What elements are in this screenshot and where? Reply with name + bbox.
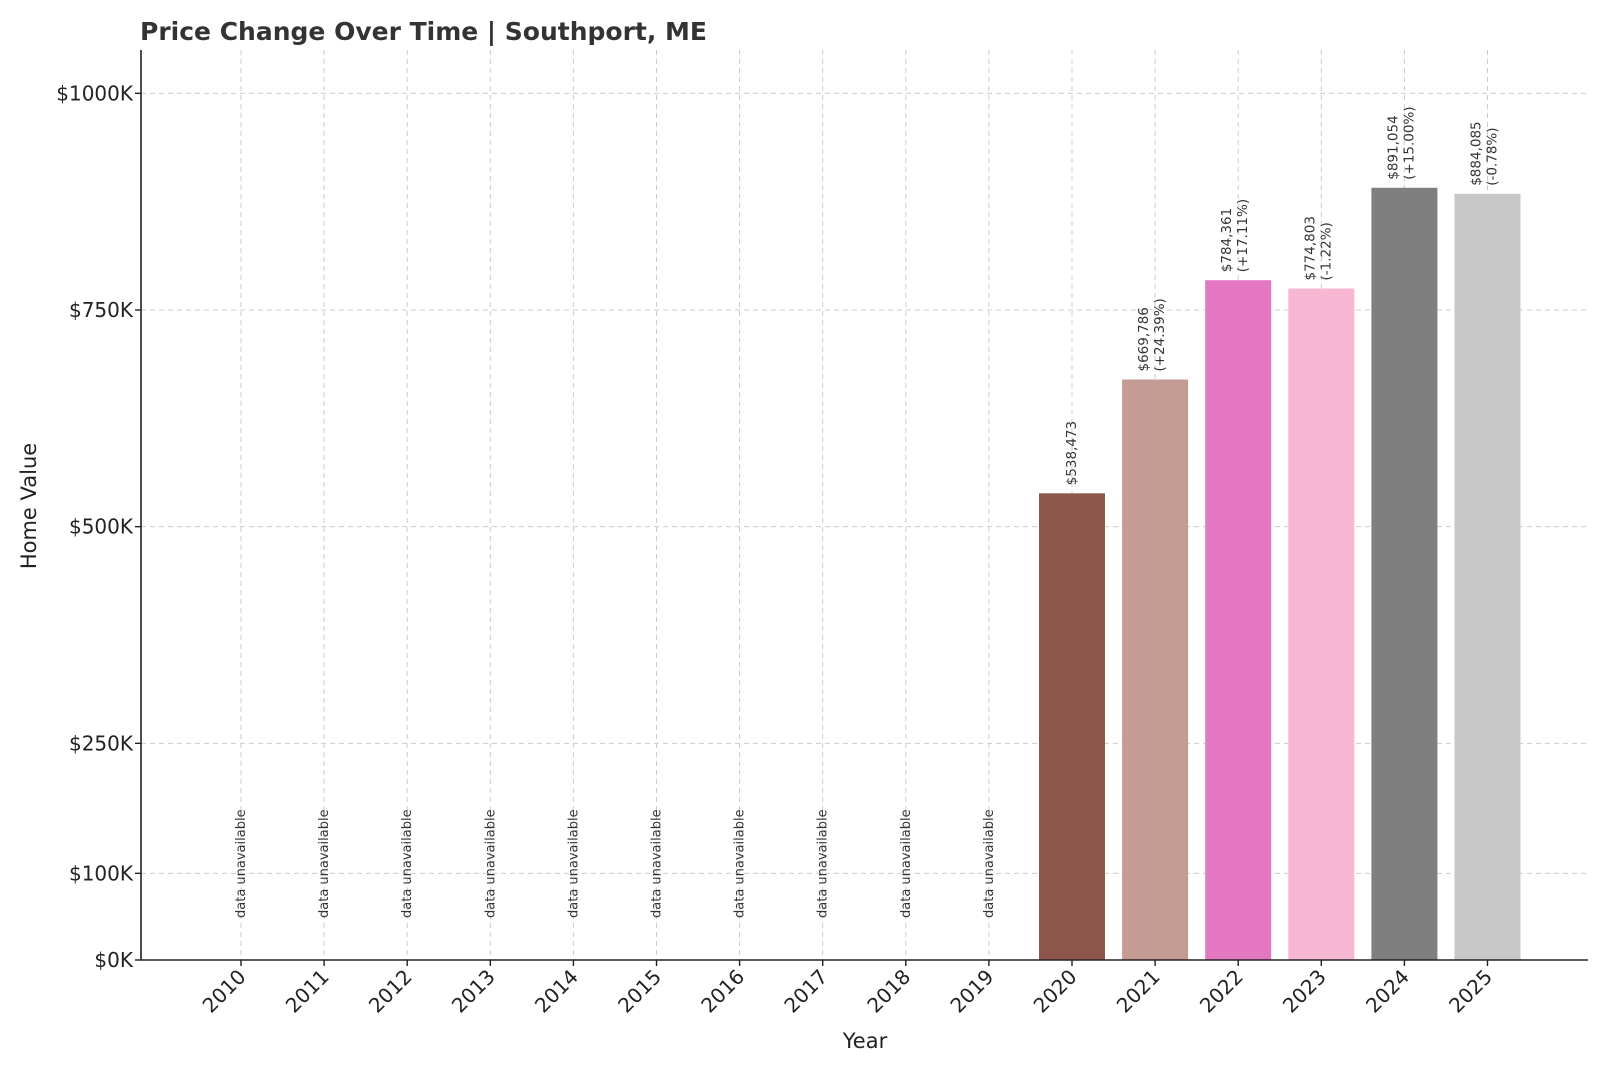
bar-change-label: (+17.11%) <box>1235 199 1251 272</box>
y-tick-label: $250K <box>69 731 134 755</box>
x-tick-label: 2025 <box>1444 965 1497 1018</box>
y-tick-label: $0K <box>94 948 133 972</box>
x-tick-label: 2015 <box>613 965 666 1018</box>
y-axis-label: Home Value <box>17 443 41 569</box>
axes-layer <box>135 50 1588 966</box>
data-unavailable-label: data unavailable <box>650 809 665 918</box>
x-tick-label: 2011 <box>281 965 334 1018</box>
x-tick-label: 2016 <box>696 965 749 1018</box>
data-unavailable-label: data unavailable <box>317 809 332 918</box>
bar-change-label: (-0.78%) <box>1485 127 1501 185</box>
data-unavailable-label: data unavailable <box>234 809 249 918</box>
bar-change-label: (-1.22%) <box>1318 222 1334 280</box>
x-tick-label: 2014 <box>530 965 583 1018</box>
grid-layer <box>141 50 1588 960</box>
x-tick-label: 2022 <box>1195 965 1248 1018</box>
x-tick-label: 2021 <box>1112 965 1165 1018</box>
y-tick-label: $750K <box>69 298 134 322</box>
x-tick-label: 2018 <box>862 965 915 1018</box>
bar-change-label: (+24.39%) <box>1152 298 1168 371</box>
bar-2022 <box>1205 280 1272 960</box>
bar-value-label: $884,085 <box>1469 121 1485 185</box>
x-tick-label: 2010 <box>198 965 251 1018</box>
bars-layer <box>1039 187 1521 961</box>
bar-2023 <box>1288 288 1355 961</box>
data-unavailable-label: data unavailable <box>899 809 914 918</box>
bar-2025 <box>1454 193 1521 961</box>
x-tick-label: 2017 <box>779 965 832 1018</box>
data-unavailable-label: data unavailable <box>566 809 581 918</box>
bar-2020 <box>1039 493 1105 960</box>
x-tick-label: 2023 <box>1278 965 1331 1018</box>
data-unavailable-label: data unavailable <box>733 809 748 918</box>
data-unavailable-label: data unavailable <box>400 809 415 918</box>
bar-change-label: (+15.00%) <box>1401 106 1417 179</box>
data-unavailable-label: data unavailable <box>483 809 498 918</box>
y-tick-label: $100K <box>69 861 134 885</box>
x-axis-label: Year <box>842 1029 888 1053</box>
bar-2021 <box>1122 379 1189 960</box>
labels-layer: $0K $100K $250K $500K $750K $1000K data unavai… <box>56 81 1500 1017</box>
y-tick-label: $500K <box>69 515 134 539</box>
chart-title: Price Change Over Time | Southport, ME <box>140 17 707 46</box>
bar-value-label: $784,361 <box>1219 208 1235 272</box>
x-tick-label: 2013 <box>447 965 500 1018</box>
bar-value-label: $774,803 <box>1302 216 1318 280</box>
bar-value-label: $891,054 <box>1385 115 1401 179</box>
bar-value-label: $669,786 <box>1136 307 1152 371</box>
x-tick-label: 2019 <box>945 965 998 1018</box>
x-tick-label: 2024 <box>1361 965 1414 1018</box>
y-tick-label: $1000K <box>56 81 134 105</box>
bar-2024 <box>1371 187 1438 961</box>
x-tick-label: 2012 <box>364 965 417 1018</box>
data-unavailable-label: data unavailable <box>816 809 831 918</box>
x-tick-label: 2020 <box>1029 965 1082 1018</box>
bar-value-label: $538,473 <box>1064 421 1080 485</box>
data-unavailable-label: data unavailable <box>982 809 997 918</box>
